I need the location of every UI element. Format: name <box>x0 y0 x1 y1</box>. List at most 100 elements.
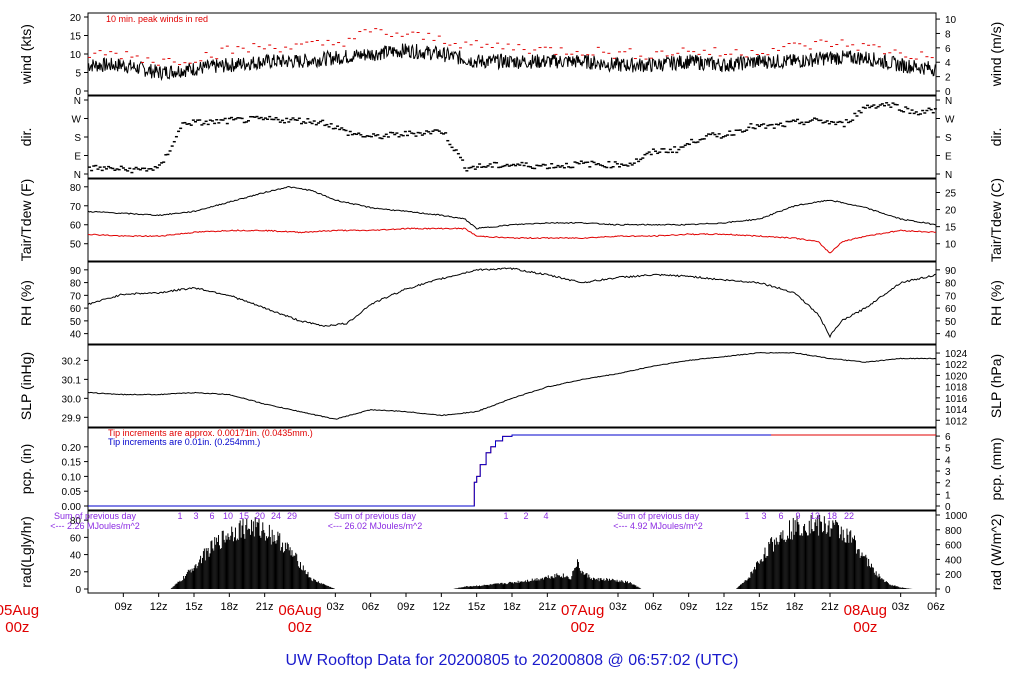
time-tick-label: 06z <box>362 601 380 613</box>
day-sum-value: <--- 4.92 MJoules/m^2 <box>613 521 703 531</box>
time-tick-label: 06z <box>927 601 945 613</box>
time-tick-label: 18z <box>503 601 521 613</box>
hour-marker: 4 <box>543 511 548 521</box>
ylabel-left: RH (%) <box>18 280 34 326</box>
time-tick-label: 18z <box>786 601 804 613</box>
time-tick-label: 12z <box>432 601 450 613</box>
right-tick-label: 15 <box>945 223 957 234</box>
left-tick-label: 20 <box>70 13 82 24</box>
day-sum-label: Sum of previous day <box>617 511 700 521</box>
date-hour-label: 00z <box>571 619 595 636</box>
left-tick-label: 40 <box>70 330 82 341</box>
right-tick-label: S <box>945 133 952 144</box>
series-line-tips_coarse <box>88 434 772 507</box>
left-tick-label: 60 <box>70 304 82 315</box>
left-tick-label: 50 <box>70 240 82 251</box>
right-tick-label: 400 <box>945 555 962 566</box>
hour-marker: 3 <box>193 511 198 521</box>
time-tick-label: 18z <box>220 601 238 613</box>
right-tick-label: 1024 <box>945 349 968 360</box>
hour-marker: 1 <box>744 511 749 521</box>
time-axis: 09z 12z 15z 18z 21z 03z 06z 09z 12z 15z 18z 21z 03z 0… <box>0 593 945 636</box>
panel-frame-wind <box>87 12 937 96</box>
time-tick-label: 03z <box>609 601 627 613</box>
right-tick-label: 1 <box>945 490 951 501</box>
left-tick-label: 60 <box>70 533 82 544</box>
left-tick-label: 0 <box>75 87 81 98</box>
right-tick-label: 1014 <box>945 405 968 416</box>
right-tick-label: 5 <box>945 444 951 455</box>
time-tick-label: 15z <box>185 601 203 613</box>
hour-marker: 20 <box>255 511 265 521</box>
left-tick-label: 40 <box>70 551 82 562</box>
left-tick-label: 10 <box>70 50 82 61</box>
ylabel-right: dir. <box>988 128 1004 147</box>
ylabel-right: rad (W/m^2) <box>988 514 1004 591</box>
right-tick-label: 8 <box>945 29 951 40</box>
time-tick-label: 09z <box>114 601 132 613</box>
right-tick-label: N <box>945 170 952 181</box>
time-tick-label: 03z <box>326 601 344 613</box>
time-tick-label: 12z <box>715 601 733 613</box>
hour-marker: 6 <box>209 511 214 521</box>
ylabel-right: RH (%) <box>988 280 1004 326</box>
time-tick-label: 09z <box>397 601 415 613</box>
left-tick-label: 29.9 <box>62 413 82 424</box>
ylabel-left: SLP (inHg) <box>18 352 34 420</box>
left-tick-label: 0.15 <box>62 458 82 469</box>
right-tick-label: 0 <box>945 585 951 596</box>
left-tick-label: N <box>74 170 81 181</box>
right-tick-label: 0 <box>945 502 951 513</box>
ylabel-left: rad(Lgly/hr) <box>18 516 34 588</box>
left-tick-label: 5 <box>75 69 81 80</box>
hour-marker: 22 <box>844 511 854 521</box>
hour-marker: 9 <box>795 511 800 521</box>
right-tick-label: 10 <box>945 240 957 251</box>
day-sum-label: Sum of previous day <box>334 511 417 521</box>
time-tick-label: 15z <box>468 601 486 613</box>
right-tick-label: 20 <box>945 206 957 217</box>
right-tick-label: 2 <box>945 479 951 490</box>
ylabel-left: wind (kts) <box>18 24 34 85</box>
right-tick-label: 6 <box>945 44 951 55</box>
left-tick-label: E <box>74 152 81 163</box>
panel-frame-pcp <box>87 427 937 511</box>
right-tick-label: 200 <box>945 570 962 581</box>
right-tick-label: 800 <box>945 526 962 537</box>
hour-marker: 2 <box>523 511 528 521</box>
time-tick-label: 21z <box>821 601 839 613</box>
right-tick-label: 90 <box>945 266 957 277</box>
right-tick-label: 4 <box>945 455 951 466</box>
left-tick-label: 0.00 <box>62 502 82 513</box>
left-tick-label: 0 <box>75 585 81 596</box>
ylabel-right: wind (m/s) <box>988 22 1004 88</box>
right-tick-label: 80 <box>945 279 957 290</box>
time-tick-label: 21z <box>256 601 274 613</box>
left-tick-label: N <box>74 96 81 107</box>
left-tick-label: W <box>72 115 82 126</box>
date-label: 05Aug <box>0 602 39 619</box>
left-tick-label: 80 <box>70 516 82 527</box>
right-tick-label: 1018 <box>945 383 968 394</box>
left-tick-label: 30.0 <box>62 394 82 405</box>
left-tick-label: 70 <box>70 291 82 302</box>
ylabel-left: dir. <box>18 128 34 147</box>
right-tick-label: 60 <box>945 304 957 315</box>
right-tick-label: 6 <box>945 432 951 443</box>
hour-marker: 1 <box>503 511 508 521</box>
right-tick-label: W <box>945 115 955 126</box>
left-tick-label: 80 <box>70 279 82 290</box>
left-tick-label: 0.20 <box>62 443 82 454</box>
left-tick-label: 30.2 <box>62 356 82 367</box>
time-tick-label: 21z <box>538 601 556 613</box>
hour-marker: 15 <box>239 511 249 521</box>
date-label: 06Aug <box>278 602 321 619</box>
hour-marker: 24 <box>271 511 281 521</box>
right-tick-label: 2 <box>945 73 951 84</box>
left-tick-label: 80 <box>70 183 82 194</box>
hour-marker: 18 <box>827 511 837 521</box>
hour-marker: 3 <box>761 511 766 521</box>
series-line-SLP <box>87 351 937 420</box>
